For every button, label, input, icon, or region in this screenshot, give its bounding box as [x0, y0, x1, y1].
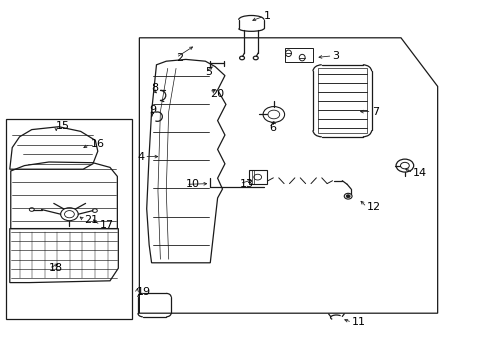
Bar	[284, 48, 312, 62]
Bar	[6, 119, 132, 319]
Text: 13: 13	[239, 179, 253, 189]
Text: 18: 18	[49, 263, 63, 273]
Text: 9: 9	[149, 105, 156, 115]
Text: 14: 14	[412, 168, 427, 178]
Bar	[249, 170, 266, 184]
Text: 17: 17	[100, 220, 114, 230]
Bar	[317, 68, 366, 133]
Text: 5: 5	[205, 67, 212, 77]
Text: 10: 10	[185, 179, 200, 189]
Text: 11: 11	[351, 317, 366, 327]
Text: 19: 19	[137, 287, 151, 297]
Text: 15: 15	[56, 121, 70, 131]
Text: 12: 12	[366, 202, 380, 212]
Text: 21: 21	[84, 215, 99, 225]
Text: 4: 4	[137, 152, 144, 162]
Circle shape	[346, 195, 349, 198]
Text: 16: 16	[90, 139, 104, 149]
Text: 2: 2	[176, 53, 183, 63]
Text: 6: 6	[268, 123, 275, 133]
Text: 20: 20	[210, 89, 224, 99]
Text: 3: 3	[332, 51, 339, 61]
Text: 8: 8	[151, 83, 159, 93]
Text: 1: 1	[264, 11, 270, 21]
Text: 7: 7	[371, 107, 378, 117]
